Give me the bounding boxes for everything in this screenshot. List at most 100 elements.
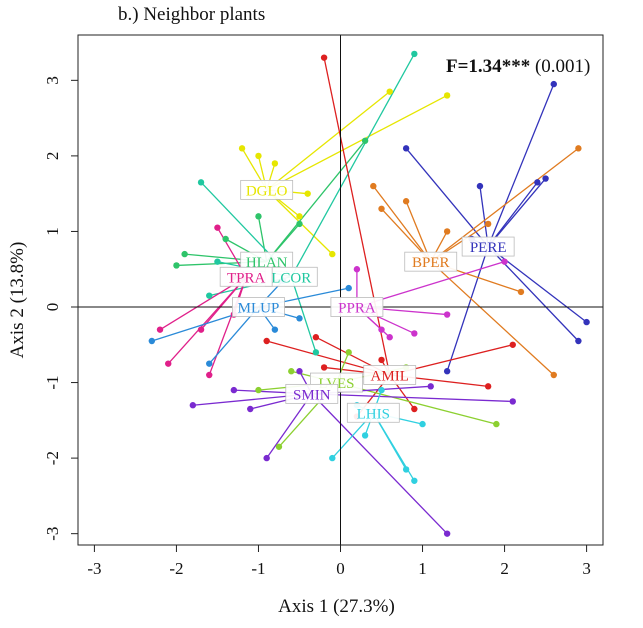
label-text: PERE [470,240,507,256]
label-text: LHIS [357,406,390,422]
spoke-dglo [266,94,448,191]
spoke-lves [336,381,497,425]
y-axis-ticks: -3 -2 -1 0 1 2 3 [43,76,78,541]
x-axis-ticks: -3 -2 -1 0 1 2 3 [87,545,591,578]
point-lcor [411,50,418,58]
label-text: PPRA [338,301,376,317]
spoke-dglo [266,91,391,191]
spoke-hlan [266,140,366,263]
point-pere [575,337,582,345]
label-box [404,251,458,272]
label-amil: AMIL [363,365,417,385]
spoke-pere [479,186,489,247]
label-box [461,236,515,257]
y-tick-label: 3 [43,76,62,85]
point-amil [509,341,516,348]
label-box [219,266,273,287]
point-amil [320,364,328,371]
point-lcor [206,292,213,299]
spoke-pere [487,178,547,247]
reference-lines [78,35,603,545]
point-ppra [443,311,451,318]
y-tick-label: -2 [43,451,62,465]
label-box [346,402,400,423]
point-lves [345,349,352,356]
spoke-smin [311,393,448,535]
point-bper [550,371,557,379]
label-box [330,297,384,317]
point-pere [583,318,590,326]
point-pere [534,179,541,186]
point-smin [296,368,303,375]
point-smin [509,398,516,405]
label-smin: SMIN [285,383,339,404]
point-pere [443,368,451,375]
spoke-tpra [208,276,247,376]
x-tick-label: -1 [251,559,265,578]
x-tick-label: -2 [169,559,183,578]
point-mlup [271,326,279,333]
spoke-pere [446,246,489,372]
label-box [232,297,285,317]
label-box [363,365,417,385]
point-amil [320,54,328,61]
permanova-statistic: F=1.34*** (0.001) [446,56,590,78]
point-lhis [329,454,336,462]
point-pere [402,145,410,152]
point-amil [263,337,270,345]
spoke-smin [311,393,513,403]
point-smin [189,402,197,409]
point-amil [411,405,418,413]
point-ppra [411,330,418,337]
point-bper [575,145,582,152]
point-mlup [148,337,156,345]
label-text: TPRA [227,270,266,286]
point-tpra [156,326,164,333]
point-tpra [197,326,205,333]
point-lcor [312,349,320,356]
point-dglo [255,152,262,160]
point-hlan [173,262,180,269]
label-bper: BPER [404,251,458,272]
point-smin [230,386,238,394]
point-dglo [296,213,303,220]
point-ppra [378,326,385,333]
point-dglo [386,88,393,95]
label-ppra: PPRA [330,297,384,317]
point-lves [288,368,295,375]
point-mlup [206,360,213,367]
y-tick-label: 2 [43,152,62,161]
point-ppra [386,334,393,341]
label-lcor: LCOR [264,266,318,287]
x-axis-label: Axis 1 (27.3%) [278,596,395,617]
point-lhis [411,477,418,484]
label-text: SMIN [293,387,331,403]
label-box [240,179,294,200]
point-smin [427,383,434,390]
point-dglo [329,250,336,258]
point-lcor [214,258,221,265]
label-text: DGLO [246,183,288,199]
point-pere [542,175,549,182]
spoke-smin [266,393,313,459]
point-bper [484,220,492,228]
point-lves [493,420,500,428]
point-dglo [271,160,279,167]
centroid-labels: DGLOPEREBPERHLANLCORTPRAMLUPPPRAAMILLVES… [219,179,515,423]
point-hlan [361,137,369,144]
x-tick-label: 1 [418,559,427,578]
spoke-bper [430,261,555,376]
point-lhis [402,466,410,473]
point-hlan [296,220,303,228]
point-tpra [206,371,213,379]
label-mlup: MLUP [232,297,285,317]
point-ppra [501,258,508,265]
point-bper [370,182,377,190]
point-dglo [443,92,451,99]
point-lves [255,386,262,394]
spoke-bper [372,185,432,263]
point-mlup [296,315,303,322]
point-dglo [238,145,246,152]
y-axis-label: Axis 2 (13.8%) [7,241,28,359]
